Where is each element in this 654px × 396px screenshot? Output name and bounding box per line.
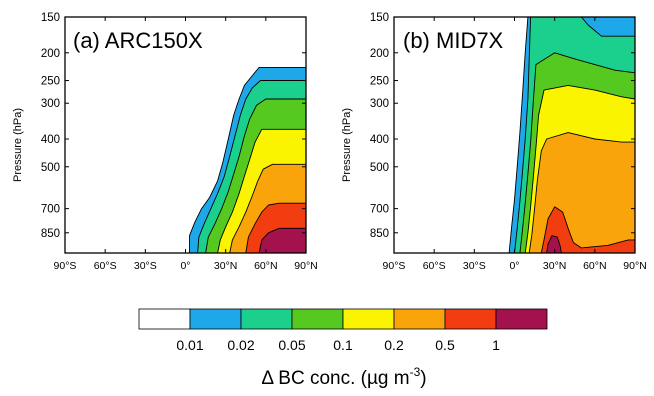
panel-a-x-tick-label: 60°N [254,260,277,272]
panel-b-x-tick-label: 90°S [383,260,406,272]
panel-b-y-label: Pressure (hPa) [341,108,353,182]
panel-b-x-tick-label: 60°S [423,260,446,272]
panel-b-x-tick-label: 0° [509,260,519,272]
panel-a-x-axis: 90°S 60°S 30°S 0° 30°N 60°N 90°N [54,17,318,272]
colorbar-tick-label: 0.01 [176,337,203,353]
panel-b-y-tick-label: 250 [370,76,389,88]
panel-a-x-tick-label: 90°N [294,260,317,272]
colorbar-tick-label: 0.2 [384,337,404,353]
panel-b-x-tick-label: 90°N [623,260,646,272]
panel-a-x-tick-label: 0° [180,260,190,272]
panel-a-y-tick-label: 500 [41,162,60,174]
panel-a-x-tick-label: 90°S [54,260,77,272]
panel-b: 90°S 60°S 30°S 0° 30°N 60°N 90°N 150 200 250 300 4… [341,12,647,272]
panel-b-y-tick-label: 400 [370,134,389,146]
panel-a-y-label: Pressure (hPa) [12,108,24,182]
colorbar-tick-label: 0.05 [278,337,305,353]
panel-a-title: (a) ARC150X [73,28,203,53]
panel-a-x-tick-label: 30°N [214,260,237,272]
panel-a-x-tick-label: 60°S [94,260,117,272]
panel-b-y-tick-label: 200 [370,48,389,60]
colorbar-swatch [189,308,242,330]
panel-a-contour-fills [65,17,307,254]
panel-a-y-tick-label: 250 [41,76,60,88]
panel-a-x-tick-label: 30°S [134,260,157,272]
panel-b-x-axis: 90°S 60°S 30°S 0° 30°N 60°N 90°N [383,17,647,272]
panel-b-y-axis: 150 200 250 300 400 500 700 850 [370,12,635,240]
colorbar-tick-label: 0.5 [435,337,455,353]
panel-a: 90°S 60°S 30°S 0° 30°N 60°N 90°N 150 200 250 300 4… [12,12,318,272]
panel-a-y-axis: 150 200 250 300 400 500 700 850 [41,12,306,240]
colorbar-swatch [393,308,446,330]
colorbar-tick-label: 1 [492,337,500,353]
colorbar: 0.01 0.02 0.05 0.1 0.2 0.5 1 Δ BC conc. (µg m-… [138,308,548,389]
colorbar-swatch [138,308,191,330]
panel-a-y-tick-label: 300 [41,98,60,110]
colorbar-tick-label: 0.02 [227,337,254,353]
colorbar-swatch [342,308,395,330]
colorbar-swatch [444,308,497,330]
colorbar-swatch [240,308,293,330]
panel-b-y-tick-label: 300 [370,98,389,110]
colorbar-label: Δ BC conc. (µg m-3) [261,365,426,389]
panel-b-y-tick-label: 700 [370,204,389,216]
panel-b-y-tick-label: 500 [370,162,389,174]
colorbar-swatch [291,308,344,330]
panel-a-y-tick-label: 700 [41,204,60,216]
panel-b-contour-fills [394,16,636,254]
panel-b-x-tick-label: 60°N [583,260,606,272]
panel-b-x-tick-label: 30°S [463,260,486,272]
panel-b-y-tick-label: 150 [370,12,389,24]
panel-a-y-tick-label: 200 [41,48,60,60]
colorbar-swatches [138,308,548,330]
panel-b-x-tick-label: 30°N [543,260,566,272]
panel-a-y-tick-label: 150 [41,12,60,24]
panel-b-y-tick-label: 850 [370,228,389,240]
colorbar-tick-label: 0.1 [333,337,353,353]
panel-a-y-tick-label: 850 [41,228,60,240]
panel-a-y-tick-label: 400 [41,134,60,146]
panel-b-title: (b) MID7X [403,28,504,53]
colorbar-swatch [495,308,548,330]
colorbar-tick-labels: 0.01 0.02 0.05 0.1 0.2 0.5 1 [176,337,500,353]
